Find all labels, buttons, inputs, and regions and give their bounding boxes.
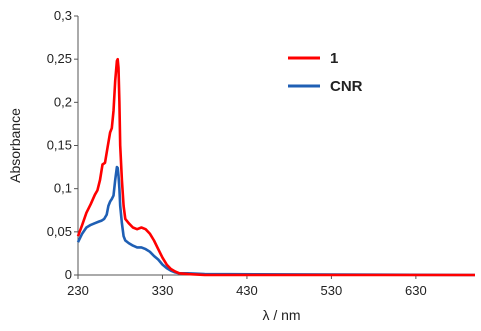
x-tick-label: 430	[236, 283, 258, 298]
y-tick-label: 0,1	[54, 181, 72, 196]
x-tick-label: 230	[67, 283, 89, 298]
x-tick-label: 530	[321, 283, 343, 298]
legend-label-cnr: CNR	[330, 78, 363, 95]
y-tick-label: 0,3	[54, 8, 72, 23]
y-axis-label: Absorbance	[7, 108, 23, 183]
x-tick-label: 330	[152, 283, 174, 298]
y-tick-label: 0,2	[54, 94, 72, 109]
legend: 1 CNR	[288, 50, 363, 95]
y-tick-label: 0,05	[47, 224, 72, 239]
x-axis-label: λ / nm	[262, 307, 300, 323]
y-tick-label: 0,25	[47, 51, 72, 66]
legend-label-1: 1	[330, 50, 338, 67]
series-line-1	[76, 57, 475, 277]
series-line-cnr	[76, 165, 476, 277]
axes: 0 0,05 0,1 0,15 0,2 0,25 0,3 230 330 430 530 630	[47, 8, 475, 298]
y-tick-label: 0,15	[47, 138, 72, 153]
x-tick-label: 630	[405, 283, 427, 298]
y-tick-label: 0	[65, 267, 72, 282]
plot-area	[76, 57, 476, 277]
